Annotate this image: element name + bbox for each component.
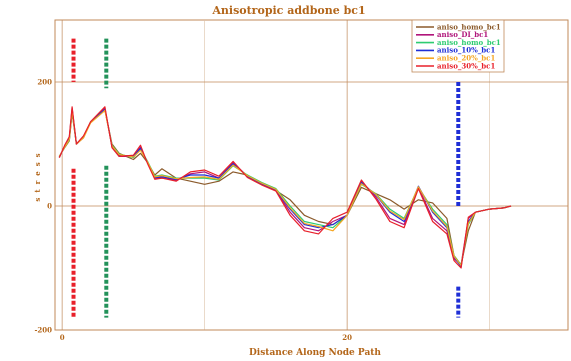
- y-tick-label: 0: [47, 202, 52, 211]
- chart-title: Anisotropic addbone bc1: [211, 4, 365, 17]
- x-axis-label: Distance Along Node Path: [249, 348, 381, 358]
- series-group: [58, 106, 512, 269]
- x-tick-label: 20: [342, 333, 352, 342]
- legend-label: aniso_homo_bc1: [437, 22, 501, 31]
- series-line: [58, 106, 512, 269]
- legend-box: [411, 19, 505, 73]
- x-tick-label: 0: [60, 333, 65, 342]
- series-line: [58, 109, 512, 267]
- legend-label: aniso_10%_bc1: [437, 46, 495, 55]
- marker-lines: [71, 38, 461, 318]
- legend-label: aniso_30%_bc1: [437, 61, 495, 70]
- legend-label: aniso_DI_bc1: [437, 30, 488, 39]
- y-tick-label: 200: [37, 78, 52, 87]
- tick-labels: 0 20 200 0 -200: [34, 78, 352, 343]
- y-tick-label: -200: [34, 326, 52, 335]
- legend-label: aniso_homo_bc1: [437, 38, 501, 47]
- legend-label: aniso_20%_bc1: [437, 54, 495, 63]
- y-axis-label: stress: [33, 148, 42, 201]
- legend: aniso_homo_bc1aniso_DI_bc1aniso_homo_bc1…: [411, 19, 505, 73]
